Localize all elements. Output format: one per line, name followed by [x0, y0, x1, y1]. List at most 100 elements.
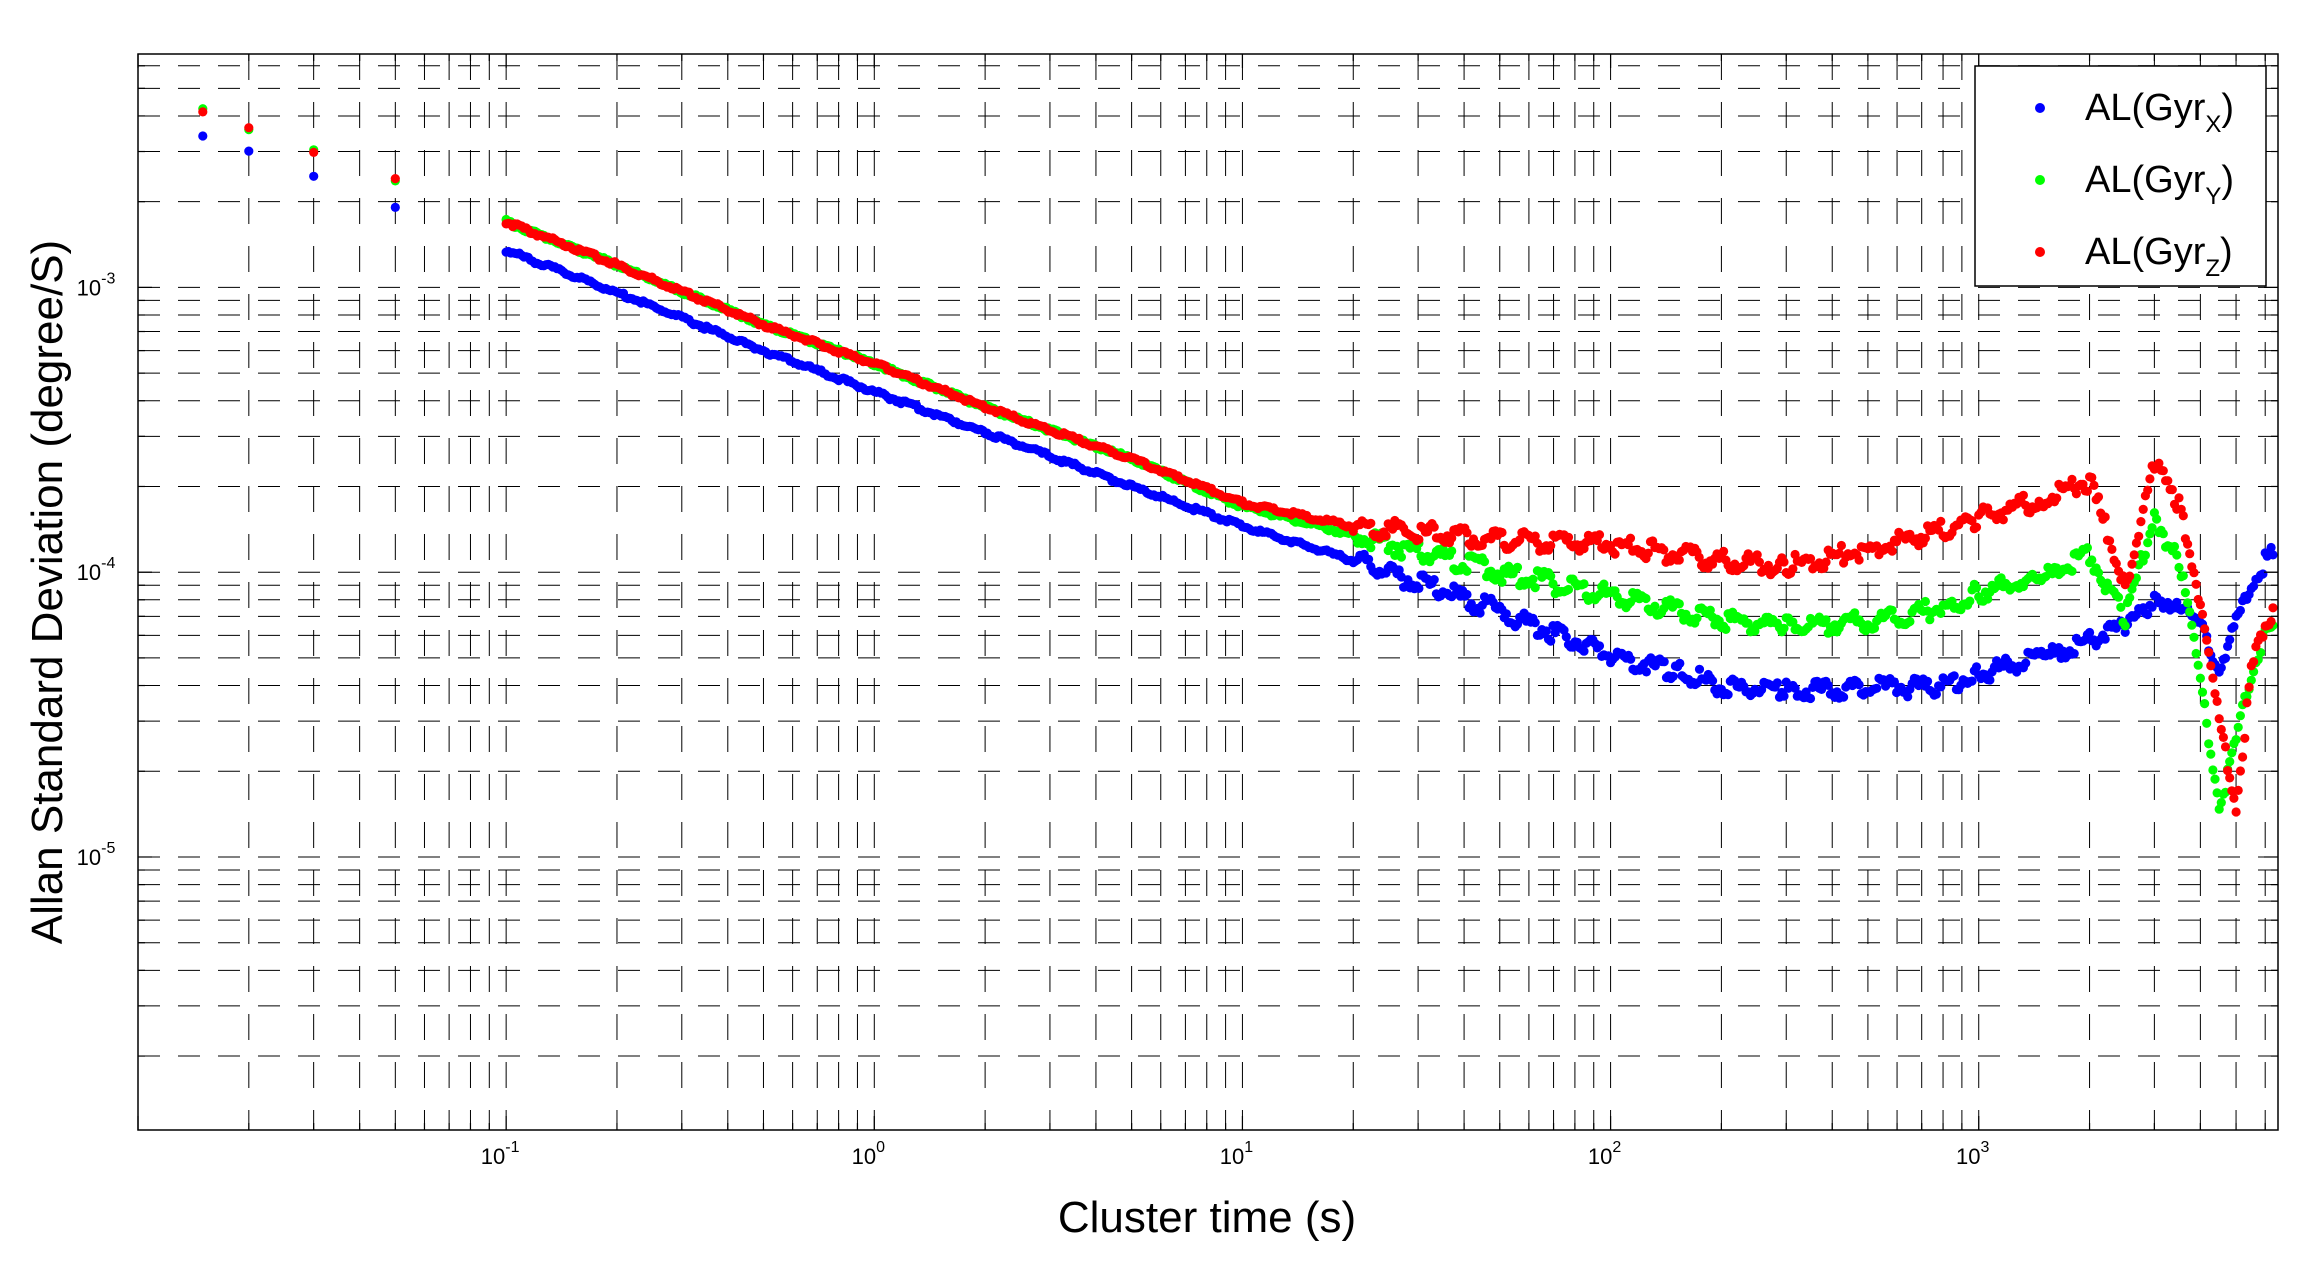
data-point — [2187, 620, 2197, 630]
x-tick-label: 102 — [1588, 1139, 1621, 1169]
data-point — [1805, 554, 1816, 564]
data-point — [1475, 608, 1485, 618]
data-point — [2258, 632, 2268, 642]
data-point — [1366, 518, 1376, 528]
data-point — [2189, 632, 2199, 642]
data-point — [2154, 458, 2164, 468]
legend-marker-y — [2035, 175, 2045, 185]
data-point — [1850, 608, 1860, 618]
data-point — [1563, 532, 1574, 542]
data-point — [1823, 680, 1833, 691]
y-axis-ticks: 10-5 10-4 10-3 — [77, 65, 2278, 1057]
data-point — [2214, 714, 2224, 724]
data-point — [1515, 535, 1525, 545]
data-point — [1579, 579, 1589, 589]
data-point — [1971, 522, 1982, 532]
data-point — [2200, 624, 2210, 634]
data-point — [1723, 690, 1733, 700]
data-point — [1626, 654, 1636, 664]
data-point — [1839, 692, 1849, 702]
data-point — [2220, 742, 2231, 752]
data-point — [2138, 504, 2148, 514]
data-point — [1757, 685, 1767, 695]
data-point — [1599, 579, 1609, 589]
data-point — [2125, 593, 2135, 603]
data-point — [2089, 480, 2099, 490]
data-point — [2233, 722, 2243, 732]
data-point — [2180, 588, 2190, 598]
data-point — [2193, 660, 2203, 670]
data-point — [2100, 634, 2110, 644]
data-point — [1394, 565, 1404, 575]
data-point — [2093, 568, 2104, 578]
data-point — [1396, 552, 1406, 562]
data-point — [2116, 602, 2126, 612]
data-point — [309, 171, 319, 181]
data-point — [2216, 724, 2226, 735]
data-point — [2225, 635, 2235, 645]
data-point — [309, 147, 319, 157]
data-point — [2238, 752, 2248, 762]
series-z-points — [198, 107, 2278, 817]
data-point — [2111, 558, 2121, 569]
data-point — [1381, 531, 1391, 541]
data-point — [1512, 562, 1523, 572]
data-point — [2191, 648, 2201, 659]
data-point — [2067, 474, 2077, 484]
data-point — [2200, 699, 2210, 709]
data-point — [1579, 646, 1589, 656]
data-point — [1530, 583, 1540, 593]
data-point — [1772, 678, 1782, 688]
data-point — [1788, 564, 1798, 574]
data-point — [1872, 683, 1882, 693]
data-point — [2240, 733, 2250, 743]
data-point — [2195, 673, 2205, 683]
data-point — [2147, 602, 2157, 612]
data-point — [2183, 598, 2193, 608]
data-point — [1625, 533, 1636, 543]
data-point — [2129, 550, 2139, 560]
data-point — [1967, 516, 1977, 526]
series-x-points — [198, 131, 2278, 704]
data-point — [2242, 698, 2252, 708]
data-point — [2202, 718, 2212, 728]
data-point — [1887, 546, 1897, 556]
data-point — [2169, 541, 2180, 552]
data-point — [198, 107, 208, 117]
data-point — [2100, 512, 2110, 522]
data-point — [2210, 689, 2220, 699]
data-point — [1925, 615, 1935, 625]
data-point — [2178, 571, 2188, 581]
data-point — [2105, 536, 2115, 546]
legend-marker-z — [2035, 247, 2045, 257]
data-point — [2158, 529, 2168, 539]
data-point — [2258, 569, 2268, 579]
data-point — [1854, 555, 1864, 565]
data-point — [2183, 539, 2193, 549]
x-tick-label: 103 — [1956, 1139, 1989, 1169]
data-point — [2197, 609, 2208, 620]
data-point — [1790, 683, 1800, 693]
data-point — [2235, 711, 2245, 721]
data-point — [1594, 530, 1605, 540]
data-point — [1546, 636, 1556, 646]
x-tick-label: 10-1 — [481, 1139, 520, 1169]
data-point — [2233, 785, 2243, 796]
data-point — [1479, 557, 1490, 567]
data-point — [1594, 641, 1605, 651]
data-point — [2069, 649, 2079, 659]
data-point — [1366, 543, 1376, 553]
data-point — [2174, 562, 2184, 573]
data-point — [2087, 555, 2097, 565]
data-point — [2268, 550, 2278, 560]
data-point — [2107, 544, 2117, 555]
data-point — [1641, 667, 1651, 677]
x-axis-ticks: 10-1 100 101 102 103 — [137, 54, 2266, 1169]
data-point — [1931, 689, 1941, 699]
data-point — [1641, 593, 1651, 604]
data-point — [1674, 599, 1684, 609]
data-point — [2242, 691, 2252, 702]
y-tick-label: 10-4 — [77, 555, 116, 585]
data-point — [1546, 571, 1556, 581]
data-point — [2147, 523, 2157, 533]
